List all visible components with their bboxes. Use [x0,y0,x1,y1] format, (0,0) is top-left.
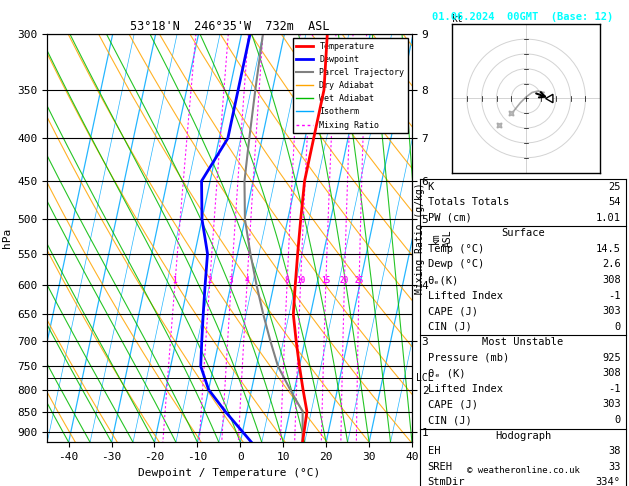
Text: 01.06.2024  00GMT  (Base: 12): 01.06.2024 00GMT (Base: 12) [432,12,614,22]
Text: Hodograph: Hodograph [495,431,551,440]
Text: -1: -1 [608,384,621,394]
Text: 33: 33 [608,462,621,471]
Text: θₑ (K): θₑ (K) [428,368,465,378]
Text: 334°: 334° [596,477,621,486]
Text: 8: 8 [285,277,289,285]
Text: 308: 308 [602,275,621,285]
Text: 0: 0 [615,415,621,425]
Y-axis label: hPa: hPa [2,228,12,248]
X-axis label: Dewpoint / Temperature (°C): Dewpoint / Temperature (°C) [138,468,321,478]
Text: 2.6: 2.6 [602,260,621,269]
Legend: Temperature, Dewpoint, Parcel Trajectory, Dry Adiabat, Wet Adiabat, Isotherm, Mi: Temperature, Dewpoint, Parcel Trajectory… [293,38,408,133]
Text: 54: 54 [608,197,621,207]
Text: CIN (J): CIN (J) [428,322,472,331]
Text: 20: 20 [340,277,349,285]
Text: 25: 25 [354,277,364,285]
Text: kt: kt [452,14,464,24]
Text: CAPE (J): CAPE (J) [428,399,477,409]
Text: 15: 15 [321,277,330,285]
Text: Most Unstable: Most Unstable [482,337,564,347]
Text: Lifted Index: Lifted Index [428,384,503,394]
Text: θₑ(K): θₑ(K) [428,275,459,285]
Text: -1: -1 [608,291,621,300]
Text: Temp (°C): Temp (°C) [428,244,484,254]
Text: LCL: LCL [416,373,434,383]
Text: 4: 4 [245,277,249,285]
Y-axis label: km
ASL: km ASL [431,229,453,247]
Text: CAPE (J): CAPE (J) [428,306,477,316]
Text: Dewp (°C): Dewp (°C) [428,260,484,269]
Text: SREH: SREH [428,462,453,471]
Text: Mixing Ratio (g/kg): Mixing Ratio (g/kg) [415,182,425,294]
Text: 10: 10 [296,277,305,285]
Text: Lifted Index: Lifted Index [428,291,503,300]
Text: 303: 303 [602,306,621,316]
Text: Pressure (mb): Pressure (mb) [428,353,509,363]
Text: © weatheronline.co.uk: © weatheronline.co.uk [467,466,579,475]
Text: StmDir: StmDir [428,477,465,486]
Text: EH: EH [428,446,440,456]
Text: Totals Totals: Totals Totals [428,197,509,207]
Text: 0: 0 [615,322,621,331]
Title: 53°18'N  246°35'W  732m  ASL: 53°18'N 246°35'W 732m ASL [130,20,330,33]
Text: PW (cm): PW (cm) [428,213,472,223]
Text: Surface: Surface [501,228,545,238]
Text: 1.01: 1.01 [596,213,621,223]
Text: 2: 2 [207,277,212,285]
Text: 925: 925 [602,353,621,363]
Text: 38: 38 [608,446,621,456]
Text: 308: 308 [602,368,621,378]
Text: 3: 3 [229,277,233,285]
Text: K: K [428,182,434,191]
Text: 1: 1 [172,277,177,285]
Text: 303: 303 [602,399,621,409]
Text: 25: 25 [608,182,621,191]
Text: 14.5: 14.5 [596,244,621,254]
Text: CIN (J): CIN (J) [428,415,472,425]
